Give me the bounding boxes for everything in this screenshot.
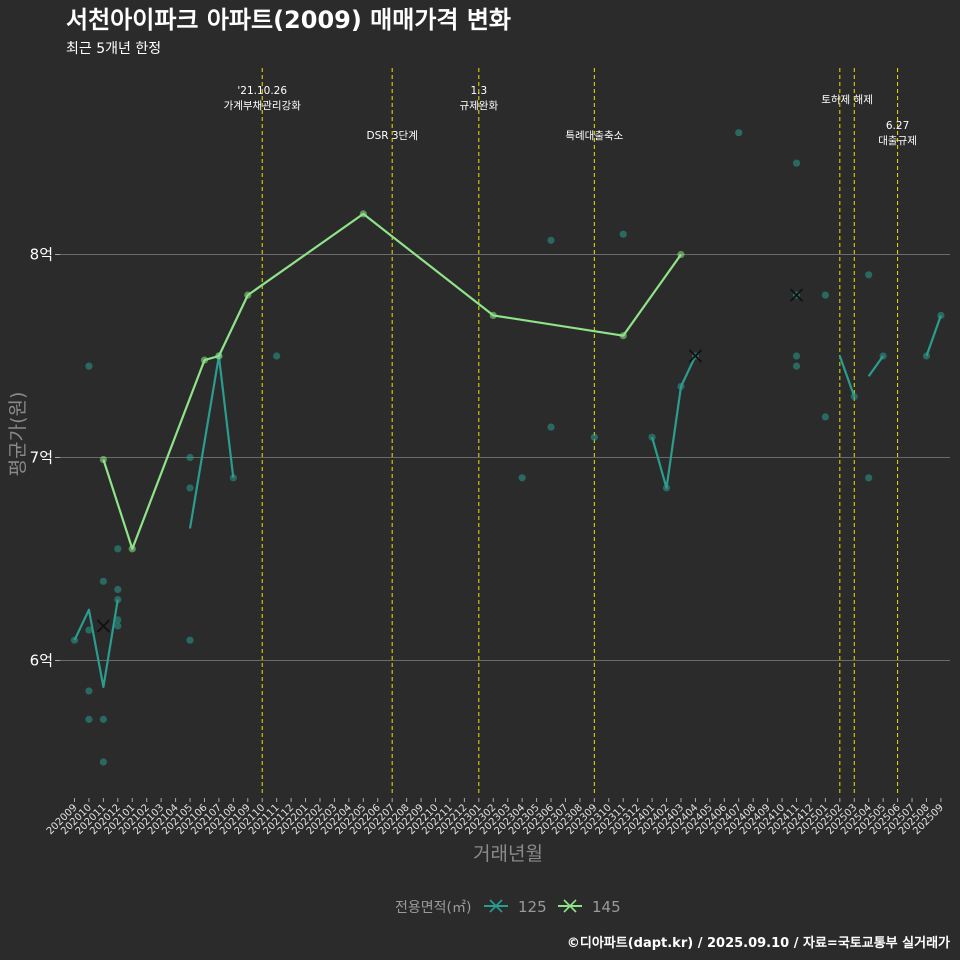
event-label-line: 대출규제 [878, 135, 917, 147]
point-125-10 [114, 596, 122, 604]
point-125-15 [186, 636, 194, 644]
y-axis-title: 평균가(원) [7, 392, 29, 477]
point-125-11 [114, 616, 122, 624]
point-125-20 [547, 236, 555, 244]
ytick-label-7: 7억 [30, 449, 53, 467]
line-125-2 [651, 355, 697, 490]
series-145 [99, 210, 685, 553]
legend-label-145: 145 [592, 898, 621, 916]
point-125-19 [518, 474, 526, 482]
x-marker-stroke [688, 349, 703, 363]
x-marker-stroke [96, 619, 111, 633]
event-label-line: 토허제 해제 [821, 93, 873, 106]
point-125-21 [547, 423, 555, 431]
point-125-2 [85, 626, 93, 634]
line-145-0 [102, 212, 682, 551]
point-125-37 [865, 474, 873, 482]
event-label-202110: '21.10.26 가계부채관리강화 [224, 85, 302, 112]
y-axis-ticks: 6억 7억 8억 [30, 246, 60, 670]
legend-label-125: 125 [518, 898, 547, 916]
point-125-3 [85, 687, 93, 695]
point-125-32 [792, 362, 801, 370]
event-label-line: 6.27 [886, 120, 909, 132]
point-125-33 [821, 291, 829, 299]
event-label-202506: 6.27 대출규제 [878, 120, 917, 147]
point-125-1 [85, 362, 93, 370]
chart-subtitle: 최근 5개년 한정 [66, 41, 161, 57]
point-125-28 [735, 129, 743, 137]
point-125-23 [619, 230, 627, 238]
ytick-label-8: 8억 [30, 246, 53, 264]
point-125-6 [99, 715, 107, 723]
point-125-12 [114, 622, 122, 630]
x-marker-125-1 [688, 349, 703, 363]
event-label-202502: 토허제 해제 [821, 93, 873, 106]
gridlines [60, 254, 950, 661]
event-label-line: '21.10.26 [237, 85, 287, 97]
point-125-29 [792, 159, 801, 167]
point-125-17 [229, 474, 237, 482]
point-125-9 [114, 585, 122, 594]
legend-title: 전용면적(㎡) [395, 900, 471, 916]
source-caption: ©디아파트(dapt.kr) / 2025.09.10 / 자료=국토교통부 실… [567, 935, 950, 951]
legend-key-125 [484, 899, 508, 913]
point-125-31 [792, 352, 801, 360]
x-axis-title: 거래년월 [473, 843, 543, 865]
point-125-4 [85, 715, 93, 723]
line-125-5 [925, 315, 942, 357]
event-label-line: 특례대출축소 [565, 130, 623, 142]
point-125-13 [186, 453, 194, 462]
line-125-4 [867, 355, 884, 377]
point-125-7 [99, 758, 107, 766]
x-marker-stroke [789, 288, 804, 302]
point-125-36 [865, 271, 873, 279]
event-label-202309: 특례대출축소 [565, 130, 623, 142]
legend-key-145 [558, 899, 582, 913]
event-label-line: DSR 3단계 [366, 130, 417, 142]
event-label-line: 가계부채관리강화 [224, 100, 302, 112]
event-label-202301: 1.3 규제완화 [459, 85, 498, 112]
point-125-14 [186, 484, 194, 492]
point-125-18 [273, 352, 281, 360]
series-layer [70, 129, 945, 766]
ytick-label-6: 6억 [30, 652, 53, 670]
x-marker-125-0 [96, 619, 111, 633]
event-label-202207: DSR 3단계 [366, 130, 417, 142]
legend: 전용면적(㎡) 125 145 [395, 898, 621, 916]
line-125-0 [73, 599, 119, 689]
event-label-line: 1.3 [470, 85, 487, 97]
point-125-22 [590, 433, 598, 441]
line-125-3 [838, 355, 856, 397]
point-125-5 [99, 577, 107, 585]
point-125-8 [114, 545, 122, 553]
series-125 [70, 129, 945, 766]
point-125-34 [821, 413, 829, 421]
event-label-line: 규제완화 [459, 99, 498, 112]
x-marker-125-2 [789, 288, 804, 302]
chart-title: 서천아이파크 아파트(2009) 매매가격 변화 [66, 6, 511, 34]
